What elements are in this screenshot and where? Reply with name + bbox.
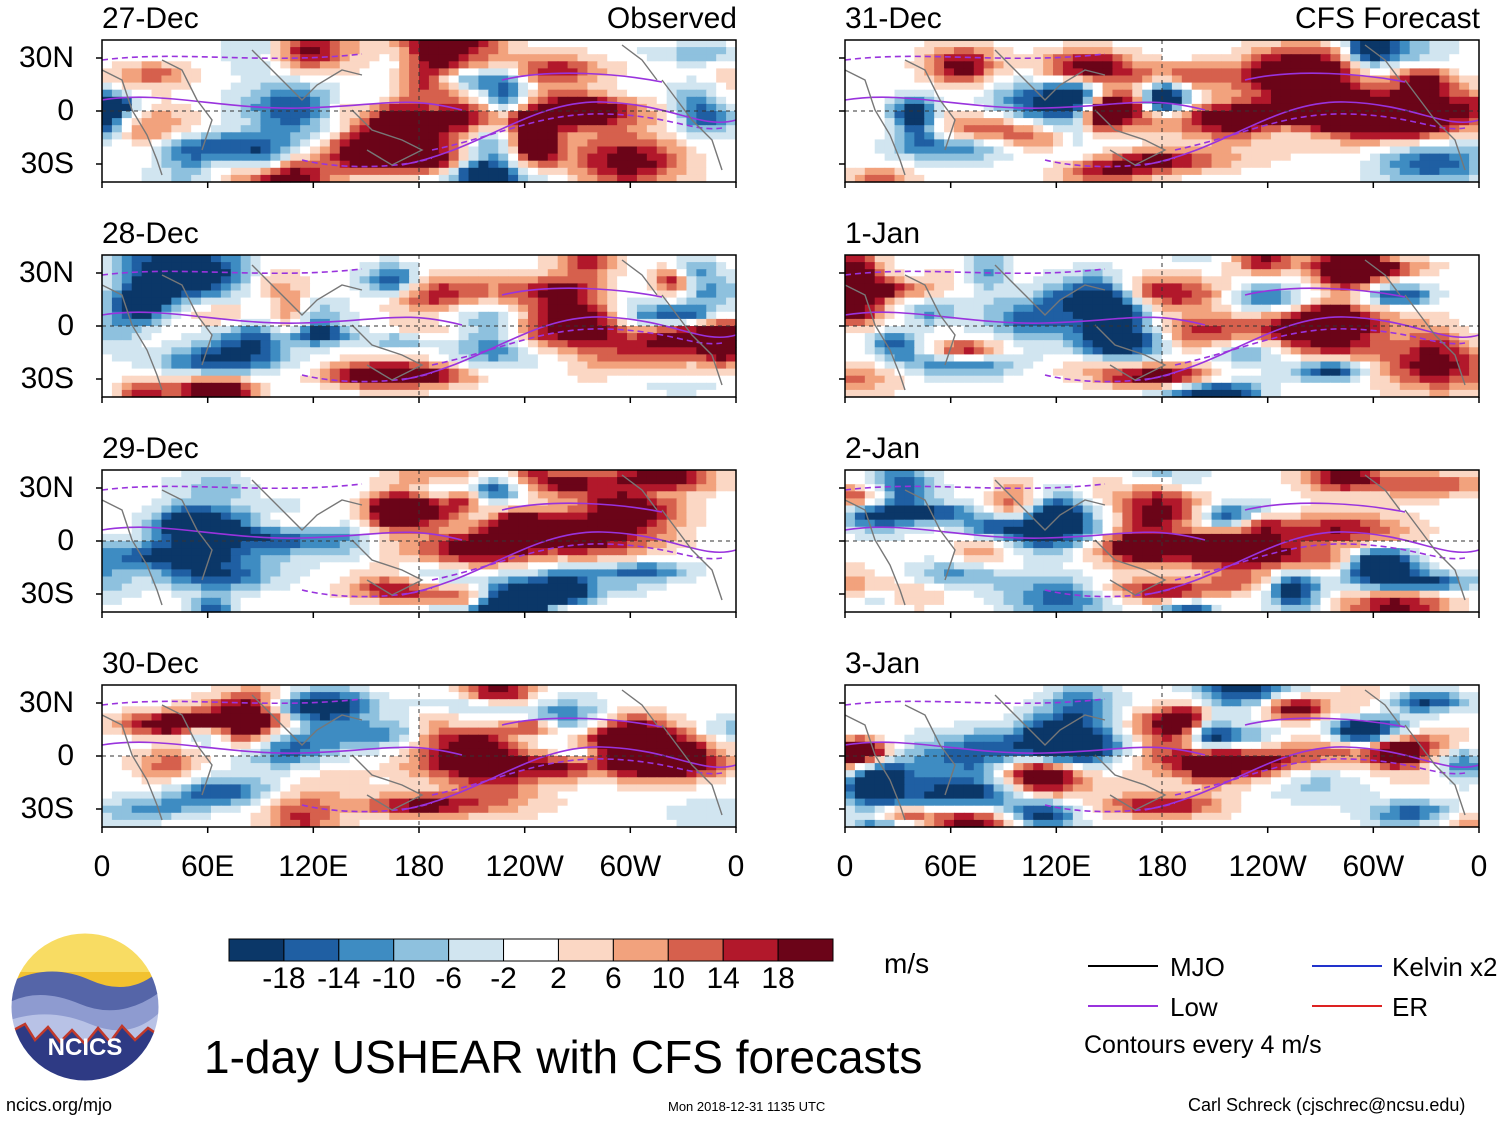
map-panel-28-dec xyxy=(96,254,737,403)
map-panel-3-jan xyxy=(839,684,1480,833)
cfs-forecast-label: CFS Forecast xyxy=(1294,2,1480,35)
map-panel-30-dec xyxy=(96,684,737,833)
panel-date-0-0: 27-Dec xyxy=(102,2,199,35)
colorbar-tick: -14 xyxy=(317,962,361,995)
panel-date-1-3: 3-Jan xyxy=(845,647,921,680)
colorbar-swatch xyxy=(612,938,669,962)
lat-label-0-0: 30N xyxy=(18,41,74,74)
colorbar-tick: 14 xyxy=(706,962,740,995)
panel-date-1-1: 1-Jan xyxy=(845,217,921,250)
legend-lines-left xyxy=(1088,965,1158,1007)
colorbar-tick: 10 xyxy=(651,962,685,995)
colorbar-tick: -6 xyxy=(435,962,462,995)
observed-label: Observed xyxy=(606,2,737,35)
colorbar-tick: -10 xyxy=(372,962,416,995)
colorbar-swatch xyxy=(722,938,779,962)
lat-label-1-1: 0 xyxy=(57,309,74,342)
lat-label-3-2: 30S xyxy=(20,792,74,825)
author-credit: Carl Schreck (cjschrec@ncsu.edu) xyxy=(1188,1095,1466,1115)
timestamp: Mon 2018-12-31 1135 UTC xyxy=(668,1099,826,1114)
colorbar-swatch xyxy=(667,938,724,962)
legend-mjo: MJO xyxy=(1170,952,1225,982)
lon-label-0-2: 120E xyxy=(278,850,349,883)
lon-label-0-4: 120W xyxy=(485,850,564,883)
colorbar-swatch xyxy=(228,938,285,962)
units-label: m/s xyxy=(884,948,930,979)
lat-label-1-2: 30S xyxy=(20,362,74,395)
colorbar-tick: -2 xyxy=(490,962,517,995)
panel-date-0-2: 29-Dec xyxy=(102,432,199,465)
lon-label-1-1: 60E xyxy=(923,850,978,883)
lat-label-0-2: 30S xyxy=(20,147,74,180)
lon-label-1-5: 60W xyxy=(1342,850,1405,883)
lat-label-2-1: 0 xyxy=(57,524,74,557)
lat-label-2-0: 30N xyxy=(18,471,74,504)
contour-note: Contours every 4 m/s xyxy=(1084,1031,1322,1059)
legend-kelvin: Kelvin x2 xyxy=(1392,952,1498,982)
colorbar-swatch xyxy=(777,938,834,962)
logo-text: NCICS xyxy=(48,1034,123,1061)
colorbar-tick: 2 xyxy=(550,962,567,995)
lon-label-0-3: 180 xyxy=(393,850,445,883)
lon-label-1-2: 120E xyxy=(1021,850,1092,883)
legend-low: Low xyxy=(1170,992,1218,1022)
lon-label-1-4: 120W xyxy=(1228,850,1307,883)
colorbar-tick: 18 xyxy=(761,962,795,995)
colorbar-tick: -18 xyxy=(262,962,306,995)
source-url[interactable]: ncics.org/mjo xyxy=(6,1095,113,1115)
lat-label-0-1: 0 xyxy=(57,94,74,127)
map-panel-31-dec xyxy=(839,39,1480,188)
lon-label-0-6: 0 xyxy=(727,850,745,883)
lat-label-1-0: 30N xyxy=(18,256,74,289)
ncics-logo: NCICS xyxy=(10,932,160,1082)
colorbar-swatch xyxy=(283,938,340,962)
panel-date-0-1: 28-Dec xyxy=(102,217,199,250)
map-panel-27-dec xyxy=(96,39,737,188)
lon-label-0-5: 60W xyxy=(599,850,662,883)
colorbar-swatch xyxy=(448,938,505,962)
colorbar-tick: 6 xyxy=(605,962,622,995)
lat-label-2-2: 30S xyxy=(20,577,74,610)
map-panel-1-jan xyxy=(839,254,1480,403)
colorbar-swatch xyxy=(338,938,395,962)
lat-label-3-1: 0 xyxy=(57,739,74,772)
colorbar-swatch xyxy=(557,938,614,962)
colorbar-swatch xyxy=(503,938,559,962)
lon-label-0-1: 60E xyxy=(180,850,235,883)
lon-label-1-0: 0 xyxy=(836,850,854,883)
map-panel-29-dec xyxy=(96,469,737,618)
lon-label-0-0: 0 xyxy=(93,850,111,883)
lon-label-1-3: 180 xyxy=(1136,850,1188,883)
map-panel-2-jan xyxy=(839,469,1480,618)
colorbar xyxy=(228,938,834,962)
figure-title: 1-day USHEAR with CFS forecasts xyxy=(204,1031,923,1083)
panel-date-1-0: 31-Dec xyxy=(845,2,942,35)
legend-lines-right xyxy=(1312,965,1382,1007)
legend-er: ER xyxy=(1392,992,1429,1022)
lon-label-1-6: 0 xyxy=(1470,850,1488,883)
colorbar-swatch xyxy=(393,938,450,962)
panel-date-1-2: 2-Jan xyxy=(845,432,921,465)
lat-label-3-0: 30N xyxy=(18,686,74,719)
panel-date-0-3: 30-Dec xyxy=(102,647,199,680)
